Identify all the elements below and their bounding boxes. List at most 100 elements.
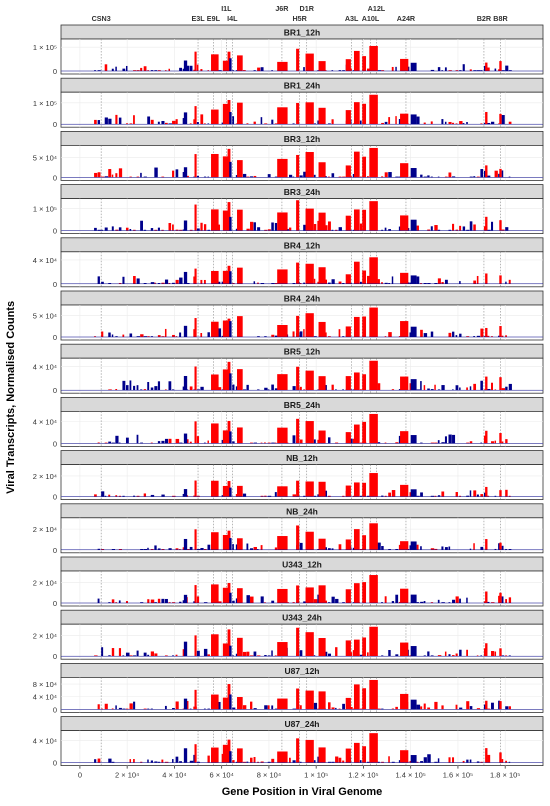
bar [305,370,314,391]
bar [338,227,342,231]
bar [227,739,231,763]
bar [101,647,104,657]
bar [229,592,232,603]
bar [150,70,154,71]
bar [196,596,200,603]
bar [183,167,188,178]
bar [331,596,335,603]
bar [491,651,495,657]
bar [499,752,502,763]
x-tick-label: 8 × 10⁴ [257,771,281,780]
facet-strip-label: BR5_12h [284,347,320,357]
bar [483,389,486,391]
bar [237,538,243,550]
bar [395,66,397,71]
bar [164,655,168,657]
bar [400,693,409,710]
bar [193,329,196,337]
bar [111,761,115,763]
bar [296,200,300,231]
bar [384,495,387,497]
bar [133,655,137,657]
bar [168,68,170,71]
bar [459,281,461,284]
bar [222,697,230,710]
bar [459,387,461,391]
bar [227,530,231,550]
bar [317,548,320,550]
bar [237,209,243,231]
bar [246,761,249,763]
facet-panel: NB_12h 0 2 × 10⁴ [33,450,544,502]
bar [317,281,320,284]
bar [129,703,133,710]
bar [444,279,448,284]
bar [136,176,140,178]
bar [345,640,351,657]
bar [115,495,118,497]
bar [423,176,427,178]
bar [154,653,158,657]
bar [193,389,195,391]
bar [395,549,399,550]
bar [377,383,381,391]
bar [345,432,351,444]
bar [303,171,307,178]
bar [250,442,253,444]
bar [369,307,378,337]
bar [172,495,176,497]
bar [434,384,436,391]
bar [183,538,188,550]
bar [183,489,188,497]
bar [147,116,151,125]
bar [161,176,165,178]
bar [359,120,362,125]
bar [494,170,498,178]
bar [305,313,314,337]
bar [324,547,327,550]
bar [172,120,176,125]
bar [175,548,179,550]
bar [476,335,481,337]
bar [416,704,421,710]
bar [359,760,362,763]
bar [164,70,167,71]
bar [164,438,169,444]
bar [232,655,235,657]
bar [133,385,136,391]
bar [267,442,271,444]
y-tick-label: 0 [53,652,57,661]
bar [150,708,153,710]
bar [305,102,314,125]
bar [335,707,337,710]
bar [427,754,431,763]
bar [388,229,391,231]
bar [218,281,221,284]
bar [505,599,508,603]
bar [267,705,270,710]
bar [327,602,331,603]
bar [505,439,508,444]
gene-label: B2R [477,14,492,23]
bar [115,114,118,125]
bar [260,495,264,497]
bar [183,325,188,337]
bar [143,229,147,231]
bar [227,361,231,391]
bar [104,495,107,497]
bar [353,583,360,603]
bar [377,761,380,763]
bar [466,122,468,125]
bar [203,708,206,710]
y-tick-label: 0 [53,120,57,129]
bar [118,707,122,710]
bar [211,209,219,231]
bar [441,546,444,550]
bar [260,117,263,125]
bar [485,748,488,763]
bar [494,389,497,391]
bar [108,441,112,444]
bar [136,278,140,284]
bar [352,650,355,657]
bar [410,275,417,284]
